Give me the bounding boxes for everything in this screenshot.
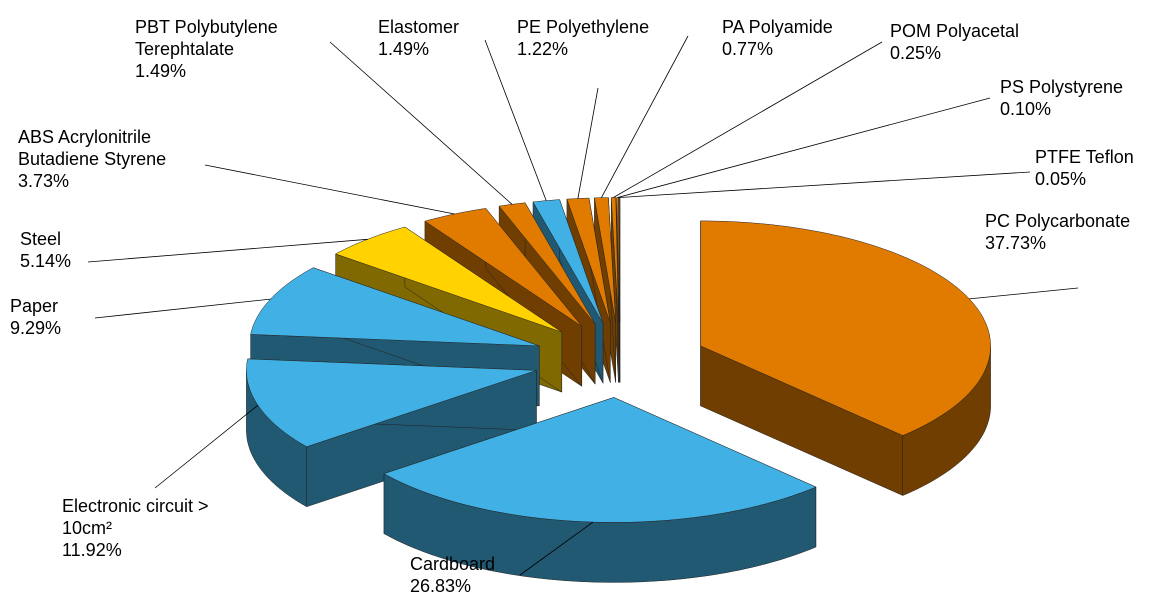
slice-label: POM Polyacetal 0.25% [890, 20, 1019, 64]
slice-name: PBT Polybutylene Terephtalate [135, 17, 278, 59]
slice-value: 1.22% [517, 39, 569, 59]
slice-value: 37.73% [985, 233, 1047, 253]
slice-label: PA Polyamide 0.77% [722, 16, 833, 60]
slice-name: PC Polycarbonate [985, 211, 1131, 231]
slice-label: PTFE Teflon 0.05% [1035, 146, 1134, 190]
slice-name: PE Polyethylene [517, 17, 650, 37]
slice-label: PC Polycarbonate 37.73% [985, 210, 1130, 254]
slice-name: Paper [10, 296, 59, 316]
slice-name: PS Polystyrene [1000, 77, 1124, 97]
leader-line [94, 298, 271, 319]
leader-line [613, 41, 883, 198]
leader-line [154, 404, 259, 489]
slice-name: PTFE Teflon [1035, 147, 1134, 167]
slice-value: 9.29% [10, 318, 62, 338]
leader-line [617, 97, 991, 198]
leader-line [577, 87, 599, 199]
leader-line [329, 41, 513, 205]
leader-line [601, 35, 689, 198]
slice-label: Steel 5.14% [20, 228, 71, 272]
slice-value: 1.49% [378, 39, 430, 59]
leader-line [519, 521, 594, 576]
slice-label: ABS Acrylonitrile Butadiene Styrene 3.73% [18, 126, 213, 192]
slice-name: POM Polyacetal [890, 21, 1020, 41]
slice-value: 0.25% [890, 43, 942, 63]
slice-name: ABS Acrylonitrile Butadiene Styrene [18, 127, 167, 169]
leader-line [969, 287, 1079, 300]
slice-label: Paper 9.29% [10, 295, 61, 339]
slice-value: 3.73% [18, 171, 70, 191]
slice-value: 0.05% [1035, 169, 1087, 189]
slice-value: 5.14% [20, 251, 72, 271]
slice-value: 1.49% [135, 61, 187, 81]
leader-line [204, 164, 455, 215]
slice-name: PA Polyamide [722, 17, 833, 37]
slice-label: PE Polyethylene 1.22% [517, 16, 649, 60]
slice-value: 26.83% [410, 576, 472, 596]
slice-name: Elastomer [378, 17, 460, 37]
leader-line [619, 171, 1031, 198]
slice-value: 11.92% [62, 540, 122, 560]
slice-name: Steel [20, 229, 62, 249]
slice-name: Electronic circuit > 10cm² [62, 496, 209, 538]
leader-line [87, 238, 368, 263]
slice-label: PBT Polybutylene Terephtalate 1.49% [135, 16, 335, 82]
slice-label: PS Polystyrene 0.10% [1000, 76, 1123, 120]
slice-label: Cardboard 26.83% [410, 553, 495, 597]
slice-value: 0.77% [722, 39, 774, 59]
leader-line [484, 39, 547, 201]
slice-name: Cardboard [410, 554, 496, 574]
slice-label: Electronic circuit > 10cm² 11.92% [62, 495, 257, 561]
slice-value: 0.10% [1000, 99, 1052, 119]
slice-label: Elastomer 1.49% [378, 16, 459, 60]
